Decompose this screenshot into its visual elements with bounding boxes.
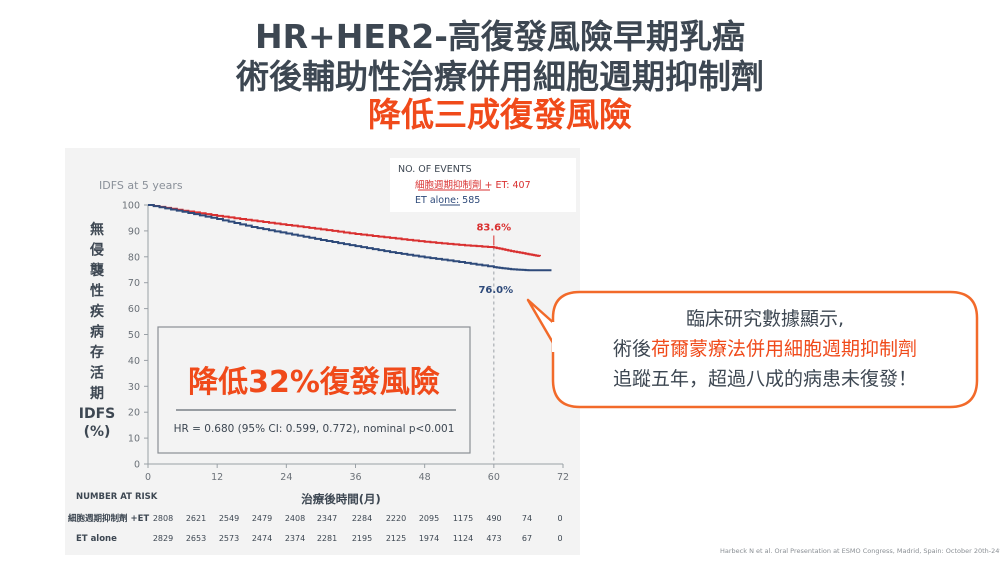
callout-line3: 追蹤五年，超過八成的病患未復發！ — [613, 368, 917, 390]
risk-cell: 1974 — [419, 534, 439, 543]
risk-cell: 74 — [522, 514, 532, 523]
y-label-char: 侵 — [89, 242, 104, 259]
risk-cell: 2095 — [419, 514, 439, 523]
risk-row-label: ET alone — [76, 534, 117, 544]
annotations: 83.6% 76.0% — [476, 222, 513, 296]
risk-cell: 2474 — [252, 534, 272, 543]
x-tick-label: 36 — [349, 472, 361, 483]
y-tick-label: 30 — [128, 382, 140, 393]
events-box — [390, 158, 576, 212]
risk-cell: 2549 — [219, 514, 239, 523]
y-tick-label: 60 — [128, 304, 140, 315]
callout-line2-prefix: 術後 — [613, 338, 651, 360]
risk-cell: 2347 — [317, 514, 337, 523]
risk-cell: 2195 — [352, 534, 372, 543]
callout-pointer-mask — [552, 322, 558, 352]
risk-cell: 2829 — [153, 534, 173, 543]
x-tick-label: 48 — [419, 472, 431, 483]
y-tick-label: 40 — [128, 356, 140, 367]
x-tick-label: 12 — [211, 472, 223, 483]
risk-cell: 2808 — [153, 514, 173, 523]
y-label-char: 存 — [90, 344, 104, 361]
y-tick-label: 20 — [128, 408, 140, 419]
risk-cell: 2281 — [317, 534, 337, 543]
hr-text: HR = 0.680 (95% CI: 0.599, 0.772), nomin… — [174, 423, 455, 435]
x-tick-label: 72 — [557, 472, 569, 483]
highlight-headline: 降低32%復發風險 — [188, 365, 440, 400]
risk-cell: 2220 — [386, 514, 406, 523]
risk-cell: 473 — [486, 534, 501, 543]
x-tick-label: 0 — [145, 472, 151, 483]
risk-cell: 67 — [522, 534, 532, 543]
risk-cell: 1175 — [453, 514, 473, 523]
y-tick-label: 80 — [128, 252, 140, 263]
x-ticks: 0 12 24 36 48 60 72 — [145, 464, 569, 483]
y-label-char: 性 — [90, 283, 104, 300]
risk-cell: 2479 — [252, 514, 272, 523]
risk-cell: 2621 — [186, 514, 206, 523]
callout-line1: 臨床研究數據顯示, — [686, 308, 844, 330]
risk-table-header: NUMBER AT RISK — [76, 492, 158, 502]
risk-cell: 0 — [557, 534, 562, 543]
risk-table: 細胞週期抑制劑 +ET 2808 2621 2549 2479 2408 2347 2284 2… — [68, 513, 563, 544]
callout-line2: 術後荷爾蒙療法併用細胞週期抑制劑 — [613, 338, 917, 360]
y-label-tail: IDFS — [79, 406, 115, 422]
events-arm1: 細胞週期抑制劑 + ET: 407 — [415, 179, 531, 191]
annotation-label-1: 83.6% — [476, 222, 511, 233]
title-line-1: HR+HER2-高復發風險早期乳癌 — [255, 17, 745, 56]
series-group — [148, 204, 552, 272]
risk-cell: 2125 — [386, 534, 406, 543]
y-label-char: 襲 — [90, 262, 105, 279]
title-line-3: 降低三成復發風險 — [368, 95, 632, 134]
x-tick-label: 24 — [280, 472, 292, 483]
y-label-char: 無 — [90, 221, 104, 238]
title-line-2: 術後輔助性治療併用細胞週期抑制劑 — [236, 57, 764, 96]
risk-cell: 2408 — [285, 514, 305, 523]
risk-cell: 1124 — [453, 534, 473, 543]
y-label-char: 病 — [90, 324, 104, 341]
risk-cell: 2374 — [285, 534, 305, 543]
events-arm2: ET alone: 585 — [415, 195, 480, 206]
risk-cell: 2653 — [186, 534, 206, 543]
callout-bubble — [551, 290, 979, 409]
risk-row-label: 細胞週期抑制劑 +ET — [68, 513, 149, 524]
y-label-char: 期 — [90, 386, 104, 402]
events-header: NO. OF EVENTS — [398, 164, 472, 175]
chart-subtitle: IDFS at 5 years — [99, 179, 183, 192]
risk-cell: 2573 — [219, 534, 239, 543]
callout-pointer — [526, 298, 558, 350]
series-line-1 — [148, 204, 541, 257]
y-tick-label: 50 — [128, 330, 140, 341]
risk-cell: 2284 — [352, 514, 372, 523]
risk-cell: 0 — [557, 514, 562, 523]
y-tick-label: 10 — [128, 434, 140, 445]
y-label-char: 活 — [90, 365, 104, 382]
annotation-label-2: 76.0% — [478, 285, 513, 296]
y-label-char: 疾 — [90, 303, 105, 320]
x-axis-label: 治療後時間(月) — [301, 492, 381, 506]
x-tick-label: 60 — [488, 472, 500, 483]
y-tick-label: 90 — [128, 226, 140, 237]
risk-cell: 490 — [486, 514, 501, 523]
y-tick-label: 0 — [134, 460, 140, 471]
callout-line2-highlight: 荷爾蒙療法併用細胞週期抑制劑 — [651, 338, 917, 360]
highlight-box — [157, 326, 471, 454]
footnote: Harbeck N et al. Oral Presentation at ES… — [720, 547, 1000, 555]
series-line-2 — [148, 204, 552, 272]
y-ticks: 0 10 20 30 40 50 60 70 80 90 100 — [122, 201, 148, 471]
y-label-tail: (%) — [84, 424, 111, 440]
y-tick-label: 70 — [128, 278, 140, 289]
y-tick-label: 100 — [122, 201, 140, 212]
